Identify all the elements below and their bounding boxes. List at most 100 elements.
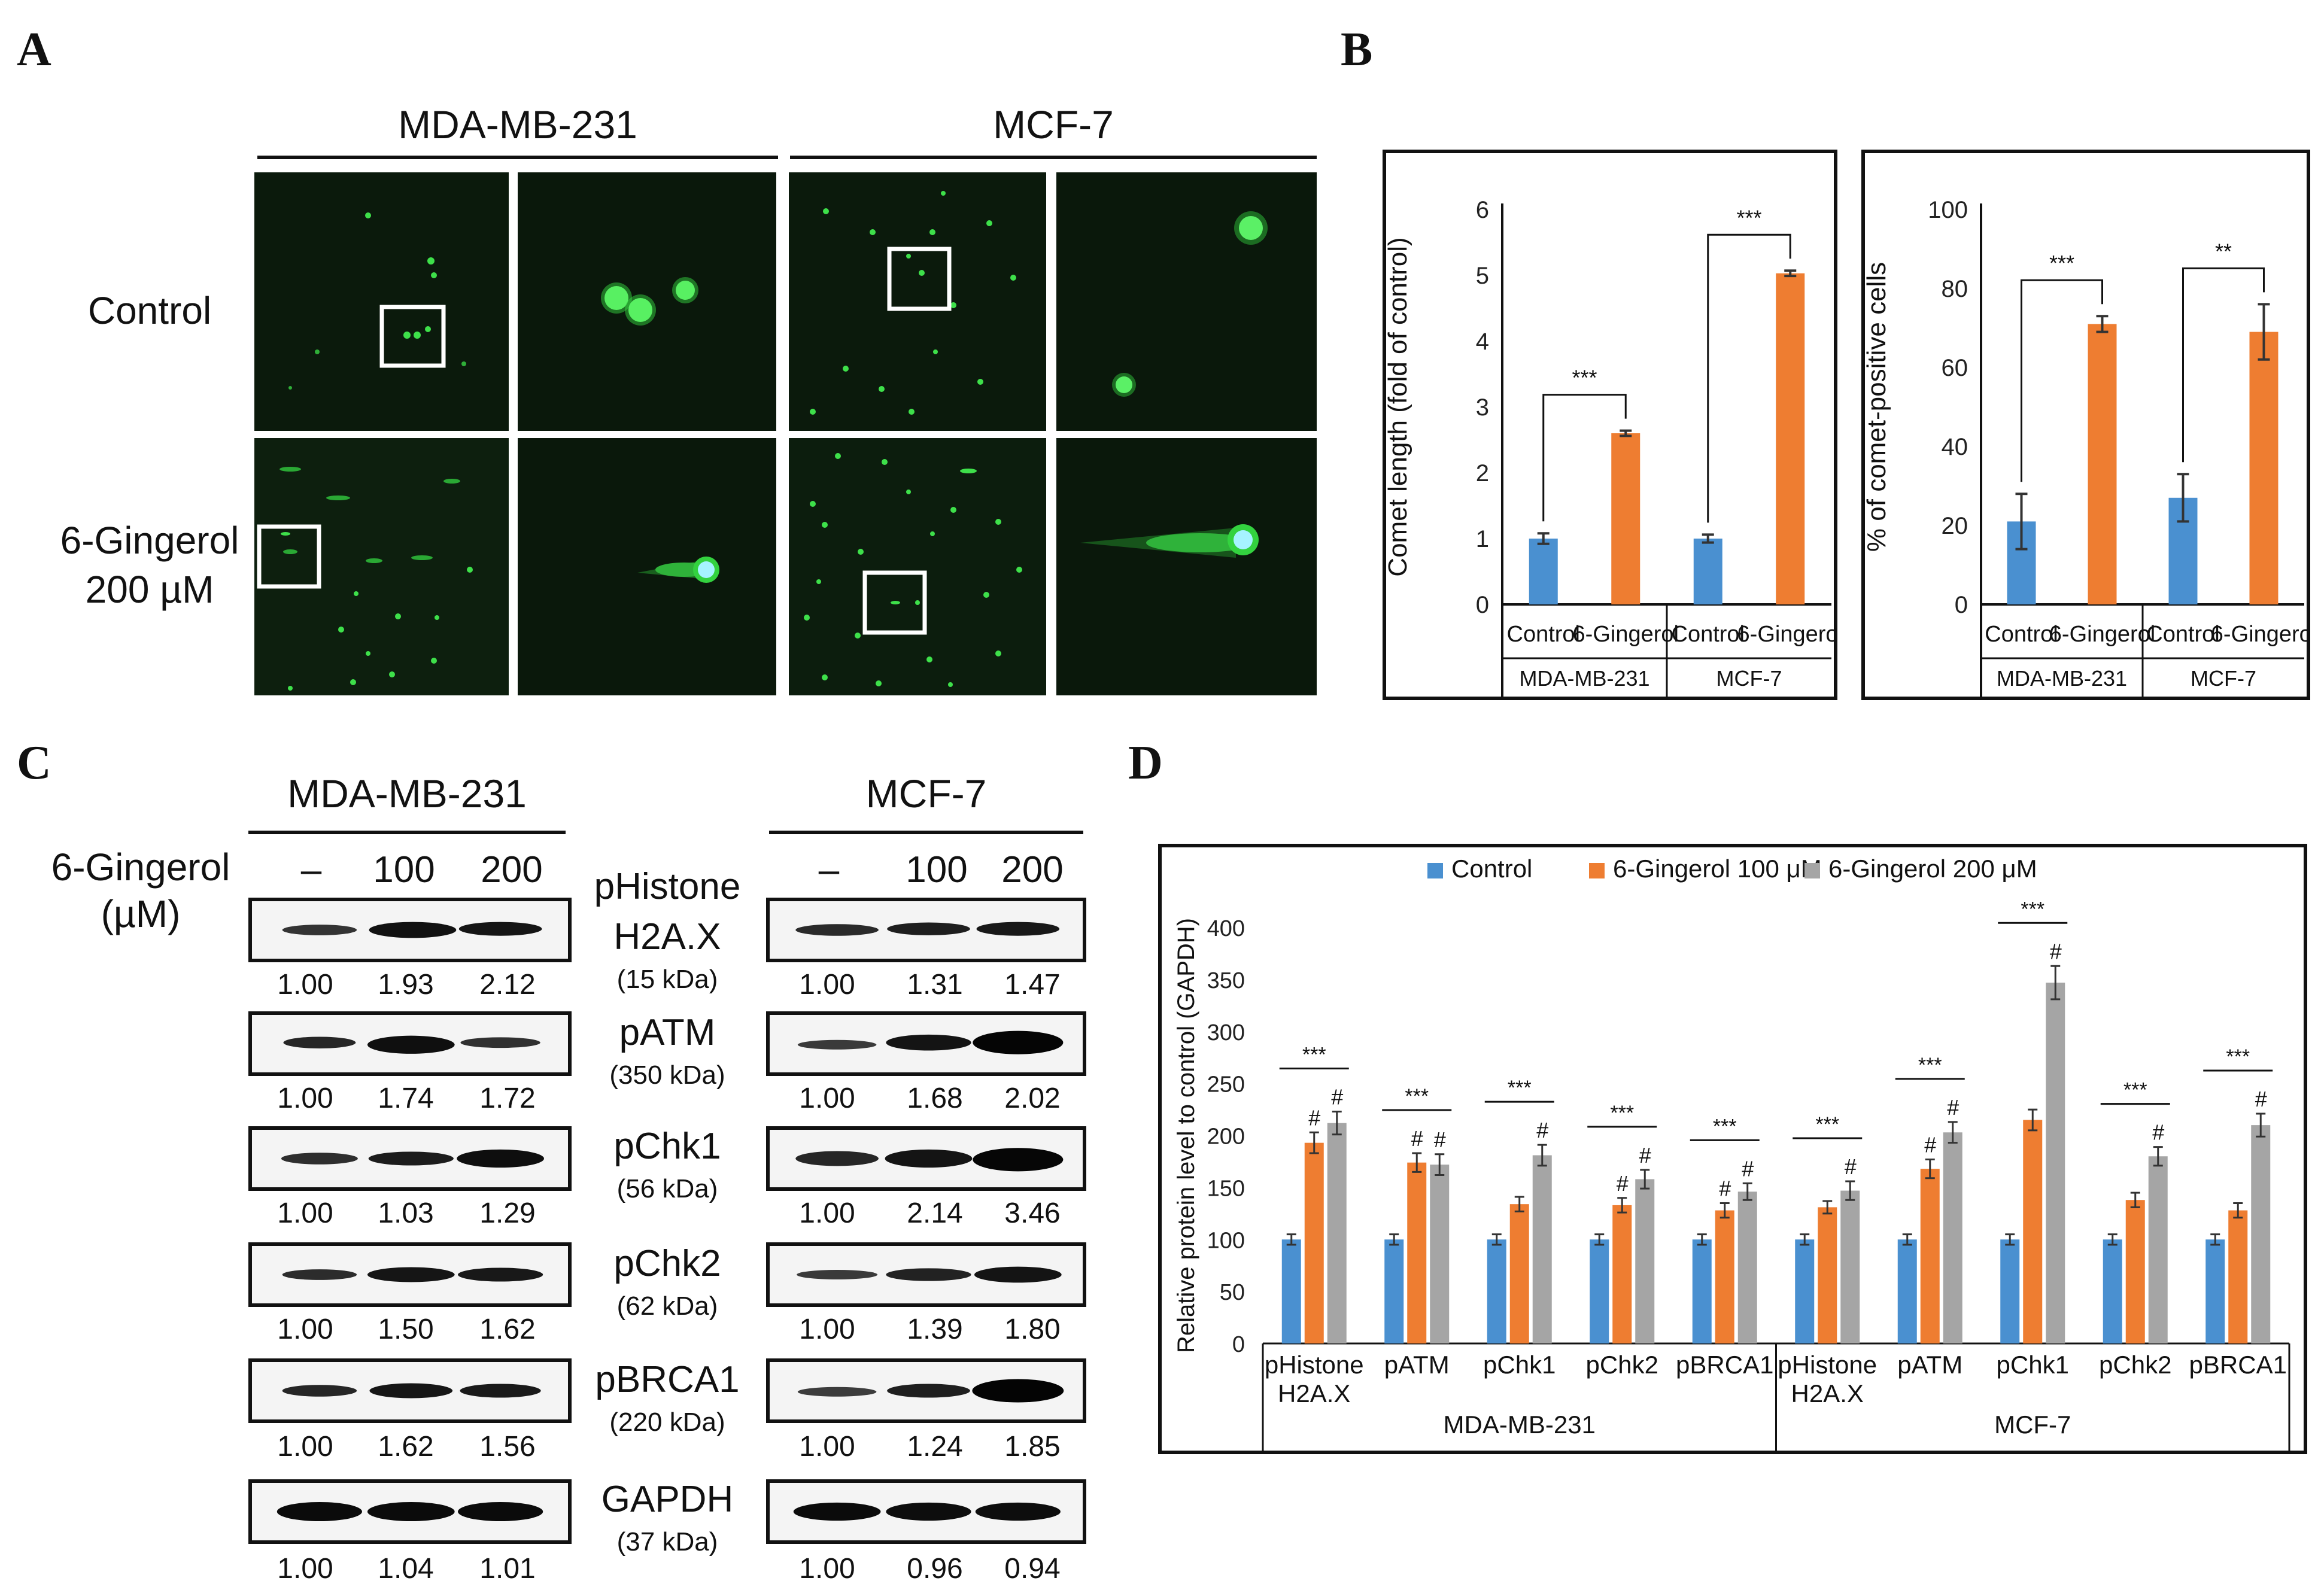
- protein-name-patm: pATM: [619, 1012, 716, 1053]
- panel-a-header-mda: MDA-MB-231: [398, 102, 637, 147]
- b1-sig-marker: ***: [1572, 366, 1597, 390]
- conc-mcf-200: 200: [1001, 849, 1064, 890]
- panel-label-a: A: [17, 23, 51, 76]
- quant-mda-pbrca1-1: 1.62: [378, 1431, 434, 1463]
- d-hash-marker: #: [1308, 1105, 1321, 1130]
- d-category-label: pChk1: [1483, 1351, 1556, 1379]
- d-hash-marker: #: [1924, 1132, 1937, 1157]
- b1-sig-bracket: [1707, 233, 1791, 523]
- d-y-tick-label: 250: [1207, 1072, 1245, 1098]
- d-bar: [1384, 1239, 1404, 1343]
- b2-bar: [2249, 332, 2278, 604]
- blot-mcf-patm: [766, 1011, 1086, 1076]
- panel-a-row-label-treated-2: 200 µM: [85, 568, 214, 611]
- d-bar: [1281, 1239, 1301, 1343]
- quant-mcf-phistone-0: 1.00: [799, 969, 855, 1001]
- kda-phistone: (15 kDa): [616, 965, 718, 994]
- kda-gapdh: (37 kDa): [616, 1527, 718, 1557]
- d-y-tick-label: 200: [1207, 1124, 1245, 1150]
- kda-pchk2: (62 kDa): [616, 1291, 718, 1321]
- d-y-tick-label: 50: [1220, 1280, 1245, 1305]
- d-category-label: pATM: [1897, 1351, 1962, 1379]
- d-y-tick-label: 0: [1232, 1332, 1245, 1357]
- panel-a-header-mcf: MCF-7: [993, 102, 1114, 147]
- quant-mcf-pchk1-0: 1.00: [799, 1197, 855, 1229]
- d-bar: [1795, 1239, 1815, 1343]
- b2-sig-bracket: [2182, 267, 2265, 463]
- quant-mda-pchk1-0: 1.00: [277, 1197, 333, 1229]
- d-sig-marker: ***: [2021, 898, 2044, 920]
- d-bar: [1304, 1142, 1324, 1343]
- b2-sig-marker: **: [2215, 239, 2232, 263]
- panel-c-header-mcf: MCF-7: [865, 771, 987, 816]
- b2-sig-bracket: [2021, 279, 2103, 482]
- protein-name-pchk1: pChk1: [613, 1126, 721, 1167]
- kda-pchk1: (56 kDa): [616, 1174, 718, 1203]
- b2-category-label: Control: [1985, 622, 2058, 647]
- d-hash-marker: #: [1411, 1126, 1423, 1151]
- d-category-label: pBRCA1: [2189, 1351, 2287, 1379]
- b2-bar: [2088, 324, 2117, 604]
- d-category-label-2: H2A.X: [1791, 1379, 1864, 1407]
- b1-group-label: MDA-MB-231: [1519, 666, 1649, 691]
- d-bar: [2205, 1239, 2225, 1343]
- protein-name-gapdh: GAPDH: [601, 1479, 734, 1520]
- b1-category-label: Control: [1672, 622, 1745, 647]
- b2-group-label: MDA-MB-231: [1997, 666, 2127, 691]
- d-bar: [1840, 1190, 1860, 1343]
- d-y-tick-label: 300: [1207, 1020, 1245, 1045]
- micrograph-mcf-gingerol-zoom: [1056, 438, 1317, 695]
- quant-mcf-pbrca1-1: 1.24: [907, 1431, 963, 1463]
- b1-bar: [1611, 433, 1640, 604]
- b2-y-tick-label: 60: [1942, 355, 1968, 381]
- d-hash-marker: #: [2255, 1087, 2267, 1111]
- micrograph-mcf-control-zoom: [1056, 172, 1317, 431]
- d-hash-marker: #: [1947, 1095, 1959, 1120]
- blot-mda-pchk1: [248, 1126, 572, 1191]
- b1-category-label: 6-Gingerol: [1737, 622, 1837, 647]
- d-category-label: pChk1: [1997, 1351, 2069, 1379]
- d-bar: [1737, 1191, 1757, 1343]
- treatment-label: 6-Gingerol: [51, 846, 230, 889]
- b1-y-axis-title: Comet length (fold of control): [1383, 237, 1412, 576]
- quant-mcf-pchk1-2: 3.46: [1004, 1197, 1061, 1229]
- d-category-label: pATM: [1384, 1351, 1450, 1379]
- b2-frame: [1861, 150, 2310, 700]
- b1-y-tick-label: 5: [1476, 263, 1489, 289]
- d-bar: [2251, 1125, 2271, 1343]
- chart-comet-length: 0 1 2 3 4 5 6 Comet length (fold of control) Con…: [1383, 150, 1837, 700]
- b1-category-label: Control: [1507, 622, 1581, 647]
- blot-mcf-phistone: [766, 898, 1086, 962]
- d-legend-swatch: [1589, 863, 1605, 878]
- quant-mcf-gapdh-2: 0.94: [1004, 1553, 1061, 1585]
- d-sig-marker: ***: [1405, 1085, 1429, 1108]
- b1-category-label: 6-Gingerol: [1573, 622, 1679, 647]
- blot-mda-patm: [248, 1011, 572, 1076]
- d-bar: [2023, 1120, 2043, 1343]
- blot-mda-gapdh: [248, 1479, 572, 1544]
- d-bar: [2046, 983, 2065, 1343]
- d-bar: [1920, 1169, 1940, 1343]
- micrograph-mcf-control: [789, 172, 1046, 431]
- d-hash-marker: #: [1331, 1085, 1344, 1109]
- b1-group-label: MCF-7: [1717, 666, 1782, 691]
- quant-mda-pbrca1-0: 1.00: [277, 1431, 333, 1463]
- conc-mcf-0: –: [818, 849, 840, 890]
- d-group-label: MDA-MB-231: [1444, 1410, 1596, 1439]
- panel-c-header-mda: MDA-MB-231: [287, 771, 527, 816]
- kda-patm: (350 kDa): [609, 1060, 725, 1090]
- d-bar: [2148, 1156, 2168, 1343]
- b1-y-tick-label: 0: [1476, 592, 1489, 618]
- d-hash-marker: #: [1616, 1171, 1629, 1196]
- d-frame: [1158, 844, 2307, 1454]
- d-bar: [1692, 1239, 1712, 1343]
- d-hash-marker: #: [1536, 1118, 1549, 1142]
- micrograph-mda-control-zoom: [518, 172, 776, 431]
- b1-y-tick-label: 2: [1476, 460, 1489, 487]
- d-sig-marker: ***: [1918, 1054, 1942, 1077]
- d-sig-marker: ***: [1508, 1077, 1532, 1099]
- d-category-label: pHistone: [1265, 1351, 1364, 1379]
- b1-y-tick-label: 6: [1476, 197, 1489, 223]
- blot-mcf-gapdh: [766, 1479, 1086, 1544]
- conc-mda-100: 100: [373, 849, 435, 890]
